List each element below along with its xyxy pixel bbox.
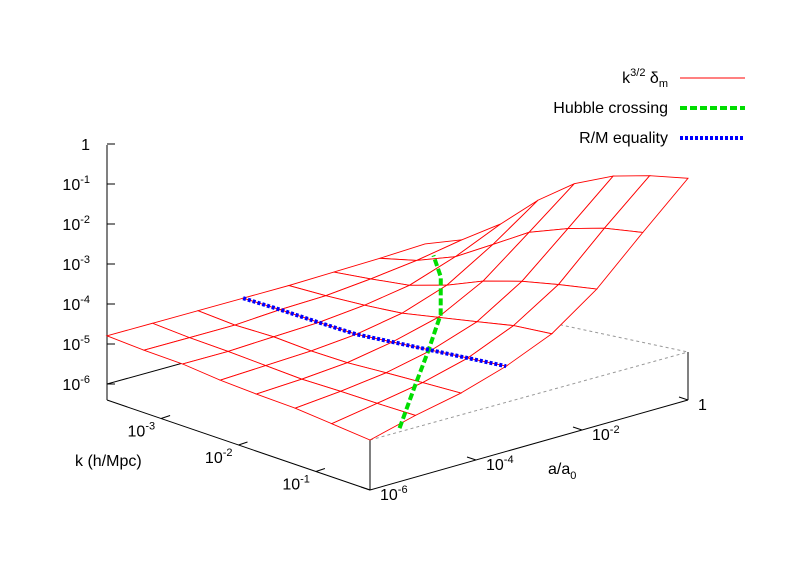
tick-label: 10-3 bbox=[128, 421, 156, 441]
axis-line bbox=[369, 351, 689, 441]
tick-label-base: 10 bbox=[62, 337, 80, 354]
tick-label: 1 bbox=[698, 397, 707, 414]
tick-label-exponent: -4 bbox=[80, 294, 90, 306]
legend-label-part: δ bbox=[645, 70, 658, 87]
legend-label-part: m bbox=[659, 78, 668, 90]
y-tick bbox=[466, 456, 477, 461]
tick-label-exponent: -2 bbox=[223, 447, 233, 459]
legend-label: k3/2 δm bbox=[622, 67, 668, 90]
series-line bbox=[242, 296, 507, 369]
x-axis-label: k (h/Mpc) bbox=[75, 453, 142, 470]
tick-label-exponent: -5 bbox=[80, 334, 90, 346]
tick-label: 10-1 bbox=[282, 473, 310, 493]
tick-label: 10-6 bbox=[62, 374, 90, 394]
y-axis-label: a/a0 bbox=[548, 461, 576, 482]
y-axis-label-part: 0 bbox=[570, 470, 576, 482]
y-axis-label-part: a/a bbox=[548, 461, 570, 478]
tick-label-exponent: -2 bbox=[610, 424, 620, 436]
tick-label-base: 10 bbox=[128, 424, 146, 441]
legend-label-part: k bbox=[622, 70, 631, 87]
x-tick bbox=[160, 415, 171, 419]
tick-label-base: 10 bbox=[62, 377, 80, 394]
tick-label-exponent: -6 bbox=[80, 374, 90, 386]
tick-label-exponent: -1 bbox=[300, 473, 310, 485]
tick-label-base: 10 bbox=[62, 217, 80, 234]
tick-label-base: 10 bbox=[205, 450, 223, 467]
legend-label-part: 3/2 bbox=[630, 67, 645, 79]
legend: k3/2 δm Hubble crossing R/M equality bbox=[553, 67, 745, 147]
x-tick bbox=[238, 441, 248, 446]
tick-label-exponent: -3 bbox=[80, 254, 90, 266]
y-tick bbox=[360, 486, 371, 491]
tick-label-exponent: -4 bbox=[504, 454, 514, 466]
tick-label-base: 10 bbox=[62, 297, 80, 314]
series-line bbox=[397, 254, 443, 429]
legend-label: Hubble crossing bbox=[553, 100, 668, 117]
tick-label: 10-5 bbox=[62, 334, 90, 354]
legend-label: R/M equality bbox=[579, 130, 668, 147]
tick-label: 10-6 bbox=[380, 484, 408, 504]
tick-label-base: 10 bbox=[592, 427, 610, 444]
tick-label-exponent: -6 bbox=[398, 484, 408, 496]
tick-label: 10-3 bbox=[62, 254, 90, 274]
tick-label: 10-1 bbox=[62, 174, 90, 194]
tick-label-base: 10 bbox=[380, 487, 398, 504]
tick-label: 10-4 bbox=[486, 454, 514, 474]
axis-line bbox=[369, 399, 689, 491]
tick-label-base: 10 bbox=[486, 457, 504, 474]
surface-cell bbox=[330, 402, 417, 441]
tick-label-exponent: -2 bbox=[80, 214, 90, 226]
y-tick bbox=[678, 396, 689, 401]
tick-label: 10-2 bbox=[62, 214, 90, 234]
tick-label-base: 10 bbox=[62, 177, 80, 194]
tick-label: 1 bbox=[81, 137, 90, 154]
x-tick bbox=[315, 468, 326, 472]
y-tick bbox=[572, 426, 583, 431]
tick-label-exponent: -3 bbox=[145, 421, 155, 433]
tick-label-base: 10 bbox=[62, 257, 80, 274]
tick-label-exponent: -1 bbox=[80, 174, 90, 186]
tick-label: 10-2 bbox=[205, 447, 233, 467]
tick-label: 10-4 bbox=[62, 294, 90, 314]
tick-label-base: 10 bbox=[282, 476, 300, 493]
tick-label: 10-2 bbox=[592, 424, 620, 444]
